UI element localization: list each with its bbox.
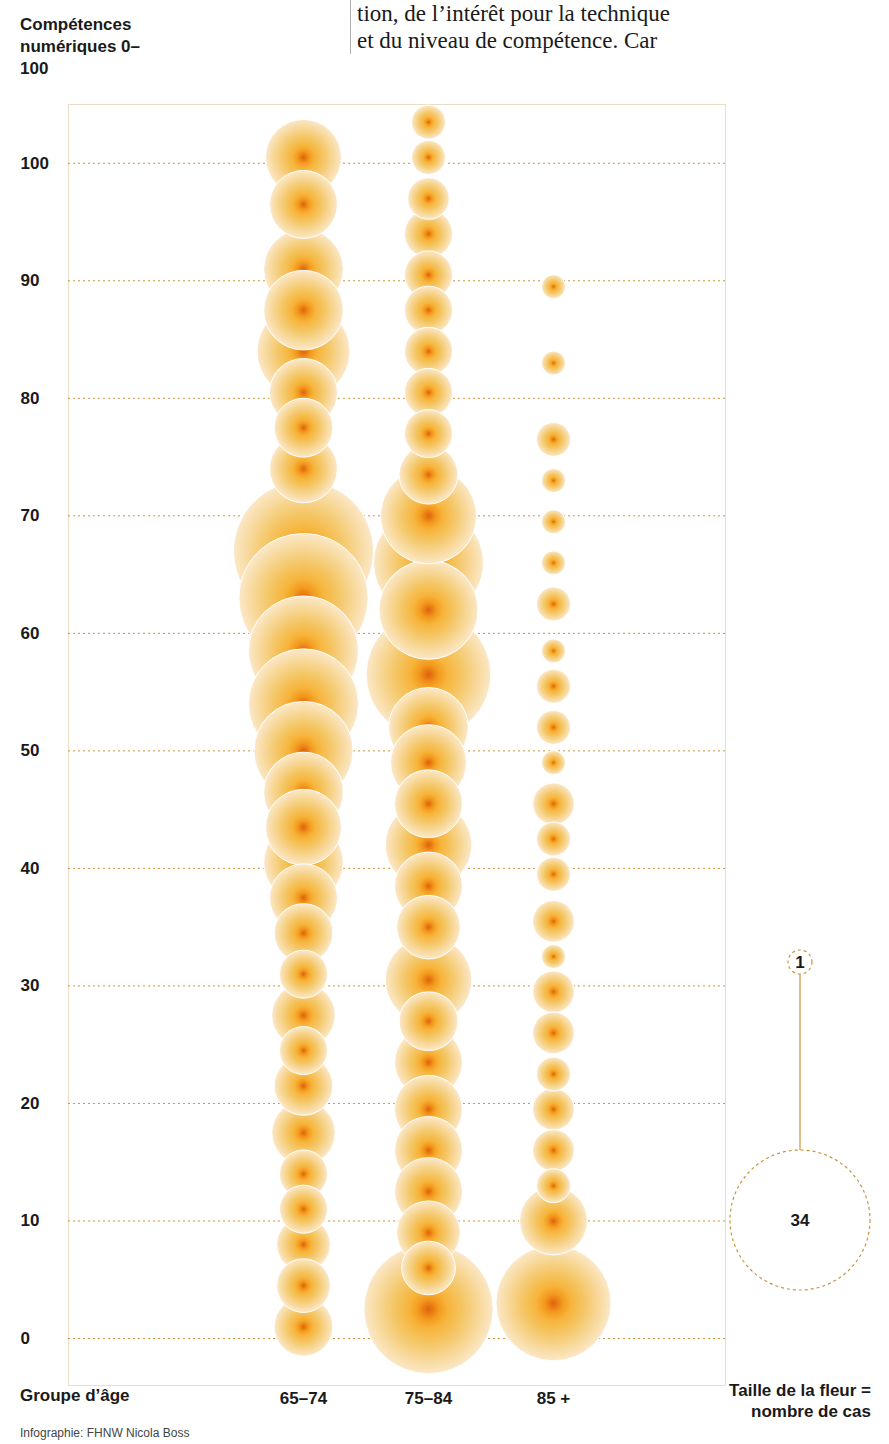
html-text:Taille de la fleur = nombre de: Taille de la fleur = nombre de cas: [729, 1381, 871, 1421]
svg-text:80: 80: [21, 389, 40, 408]
svg-text:20: 20: [21, 1094, 40, 1113]
html-text:et du niveau de compétence. Ca: et du niveau de compétence. Car: [357, 28, 658, 53]
html-text:tion, de l’intérêt pour la tec: tion, de l’intérêt pour la technique: [357, 1, 670, 26]
html-text:Groupe d’âge: Groupe d’âge: [20, 1386, 130, 1405]
svg-text:1: 1: [795, 953, 804, 972]
svg-text:10: 10: [21, 1211, 40, 1230]
html-text:Compétences numériques 0–100: Compétences numériques 0–100: [20, 15, 140, 78]
svg-text:90: 90: [21, 271, 40, 290]
svg-text:85 +: 85 +: [537, 1389, 571, 1408]
svg-text:65–74: 65–74: [280, 1389, 328, 1408]
svg-text:0: 0: [21, 1329, 30, 1348]
svg-text:50: 50: [21, 741, 40, 760]
svg-text:30: 30: [21, 976, 40, 995]
svg-text:75–84: 75–84: [405, 1389, 453, 1408]
html-text:Infographie: FHNW Nicola Boss: Infographie: FHNW Nicola Boss: [20, 1426, 190, 1440]
svg-text:34: 34: [791, 1211, 810, 1230]
svg-text:70: 70: [21, 506, 40, 525]
svg-text:100: 100: [21, 154, 49, 173]
svg-text:60: 60: [21, 624, 40, 643]
svg-text:40: 40: [21, 859, 40, 878]
